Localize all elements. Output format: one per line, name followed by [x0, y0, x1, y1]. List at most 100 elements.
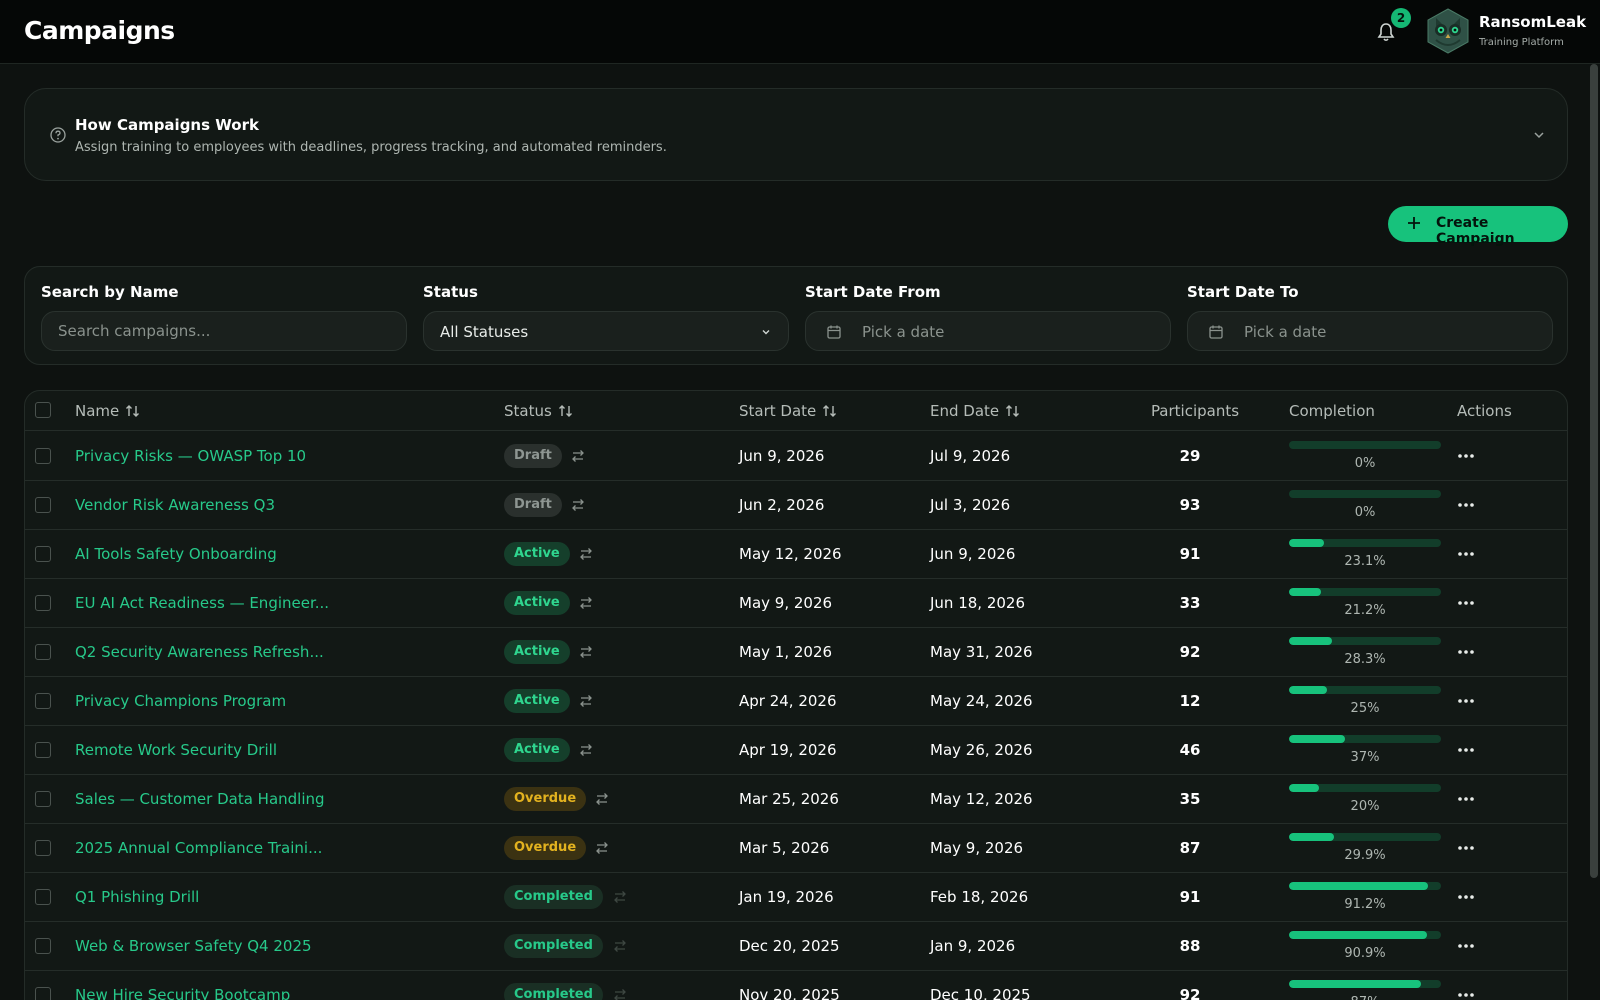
end-date: Jul 3, 2026 — [930, 496, 1011, 514]
table-row[interactable]: Sales — Customer Data Handling Overdue Mar… — [25, 775, 1567, 824]
table-row[interactable]: Web & Browser Safety Q4 2025 Completed Dec… — [25, 922, 1567, 971]
change-status-icon[interactable] — [612, 889, 628, 905]
more-actions-icon[interactable] — [1456, 546, 1476, 562]
status-select[interactable]: All Statuses — [423, 311, 789, 351]
table-row[interactable]: Vendor Risk Awareness Q3 Draft Jun 2, 2026… — [25, 481, 1567, 530]
column-status[interactable]: Status — [504, 402, 574, 420]
row-checkbox[interactable] — [35, 595, 51, 611]
owl-logo-icon[interactable] — [1426, 8, 1470, 54]
table-row[interactable]: New Hire Security Bootcamp Completed Nov 2… — [25, 971, 1567, 1000]
change-status-icon[interactable] — [578, 644, 594, 660]
more-actions-icon[interactable] — [1456, 644, 1476, 660]
campaign-name-link[interactable]: Web & Browser Safety Q4 2025 — [75, 937, 312, 955]
status-badge: Active — [504, 689, 570, 713]
scrollbar[interactable] — [1590, 64, 1598, 878]
create-campaign-button[interactable]: Create Campaign — [1388, 206, 1568, 247]
status-badge: Active — [504, 591, 570, 615]
start-date-to-placeholder: Pick a date — [1244, 323, 1327, 341]
more-actions-icon[interactable] — [1456, 889, 1476, 905]
completion-bar-fill — [1289, 833, 1335, 841]
row-checkbox[interactable] — [35, 791, 51, 807]
row-checkbox[interactable] — [35, 448, 51, 464]
start-date-from-picker[interactable]: Pick a date — [805, 311, 1171, 351]
table-row[interactable]: EU AI Act Readiness — Engineer... Active M… — [25, 579, 1567, 628]
more-actions-icon[interactable] — [1456, 497, 1476, 513]
more-actions-icon[interactable] — [1456, 938, 1476, 954]
row-checkbox[interactable] — [35, 889, 51, 905]
completion-bar-fill — [1289, 539, 1325, 547]
column-end-date[interactable]: End Date — [930, 402, 1021, 420]
page-title: Campaigns — [24, 16, 175, 45]
sort-icon[interactable] — [125, 404, 141, 418]
completion-percent: 91.2% — [1344, 897, 1386, 912]
participants-count: 46 — [1179, 741, 1201, 759]
change-status-icon[interactable] — [578, 546, 594, 562]
campaign-name-link[interactable]: EU AI Act Readiness — Engineer... — [75, 594, 330, 612]
campaign-name-link[interactable]: Privacy Champions Program — [75, 692, 287, 710]
change-status-icon[interactable] — [570, 448, 586, 464]
column-name[interactable]: Name — [75, 402, 141, 420]
more-actions-icon[interactable] — [1456, 693, 1476, 709]
participants-count: 35 — [1179, 790, 1201, 808]
more-actions-icon[interactable] — [1456, 840, 1476, 856]
chevron-down-icon[interactable] — [1531, 127, 1547, 143]
status-badge: Overdue — [504, 836, 587, 860]
table-row[interactable]: AI Tools Safety Onboarding Active May 12, … — [25, 530, 1567, 579]
row-checkbox[interactable] — [35, 938, 51, 954]
more-actions-icon[interactable] — [1456, 448, 1476, 464]
more-actions-icon[interactable] — [1456, 595, 1476, 611]
campaign-name-link[interactable]: Remote Work Security Drill — [75, 741, 277, 759]
change-status-icon[interactable] — [578, 595, 594, 611]
status-badge: Active — [504, 542, 570, 566]
sort-icon[interactable] — [558, 404, 574, 418]
row-checkbox[interactable] — [35, 693, 51, 709]
table-row[interactable]: Q1 Phishing Drill Completed Jan 19, 2026 Fe… — [25, 873, 1567, 922]
more-actions-icon[interactable] — [1456, 987, 1476, 1000]
table-row[interactable]: Remote Work Security Drill Active Apr 19, … — [25, 726, 1567, 775]
change-status-icon[interactable] — [570, 497, 586, 513]
row-checkbox[interactable] — [35, 644, 51, 660]
campaign-name-link[interactable]: Privacy Risks — OWASP Top 10 — [75, 447, 307, 465]
more-actions-icon[interactable] — [1456, 791, 1476, 807]
change-status-icon[interactable] — [578, 693, 594, 709]
sort-icon[interactable] — [822, 404, 838, 418]
status-badge: Completed — [504, 934, 603, 958]
change-status-icon[interactable] — [612, 938, 628, 954]
start-date: May 9, 2026 — [739, 594, 833, 612]
table-row[interactable]: Privacy Champions Program Active Apr 24, 2… — [25, 677, 1567, 726]
completion-percent: 0% — [1354, 456, 1376, 471]
change-status-icon[interactable] — [594, 840, 610, 856]
campaign-name-link[interactable]: Q1 Phishing Drill — [75, 888, 200, 906]
column-start-date[interactable]: Start Date — [739, 402, 838, 420]
campaign-name-link[interactable]: AI Tools Safety Onboarding — [75, 545, 277, 563]
campaign-name-link[interactable]: Q2 Security Awareness Refresh... — [75, 643, 324, 661]
start-date-to-picker[interactable]: Pick a date — [1187, 311, 1553, 351]
change-status-icon[interactable] — [612, 987, 628, 1000]
campaign-name-link[interactable]: 2025 Annual Compliance Traini... — [75, 839, 323, 857]
search-box[interactable] — [41, 311, 407, 351]
change-status-icon[interactable] — [594, 791, 610, 807]
completion-bar — [1289, 539, 1441, 547]
chevron-down-icon — [762, 330, 770, 335]
campaign-name-link[interactable]: Sales — Customer Data Handling — [75, 790, 325, 808]
completion-bar-fill — [1289, 588, 1322, 596]
table-row[interactable]: Q2 Security Awareness Refresh... Active Ma… — [25, 628, 1567, 677]
row-checkbox[interactable] — [35, 987, 51, 1000]
more-actions-icon[interactable] — [1456, 742, 1476, 758]
table-row[interactable]: Privacy Risks — OWASP Top 10 Draft Jun 9, … — [25, 432, 1567, 481]
calendar-icon — [1209, 325, 1223, 339]
table-row[interactable]: 2025 Annual Compliance Traini... Overdue M… — [25, 824, 1567, 873]
row-checkbox[interactable] — [35, 546, 51, 562]
select-all-checkbox[interactable] — [35, 402, 51, 418]
row-checkbox[interactable] — [35, 742, 51, 758]
campaign-name-link[interactable]: New Hire Security Bootcamp — [75, 986, 291, 1000]
bell-icon[interactable] — [1376, 20, 1396, 44]
row-checkbox[interactable] — [35, 497, 51, 513]
row-checkbox[interactable] — [35, 840, 51, 856]
sort-icon[interactable] — [1005, 404, 1021, 418]
change-status-icon[interactable] — [578, 742, 594, 758]
how-campaigns-work-panel[interactable]: How Campaigns Work Assign training to em… — [24, 88, 1568, 181]
search-input[interactable] — [58, 322, 388, 340]
campaign-name-link[interactable]: Vendor Risk Awareness Q3 — [75, 496, 275, 514]
end-date: Feb 18, 2026 — [930, 888, 1029, 906]
